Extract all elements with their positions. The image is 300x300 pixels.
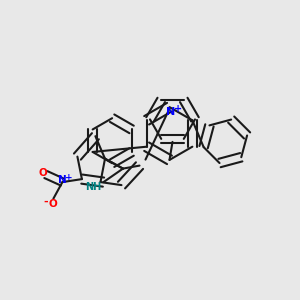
Text: O: O [38, 168, 47, 178]
Text: NH: NH [85, 182, 101, 193]
Text: +: + [64, 173, 72, 182]
Text: N: N [58, 175, 67, 185]
Text: +: + [174, 104, 182, 115]
Text: -: - [44, 197, 48, 207]
Text: N: N [167, 106, 176, 117]
Text: O: O [48, 199, 57, 209]
